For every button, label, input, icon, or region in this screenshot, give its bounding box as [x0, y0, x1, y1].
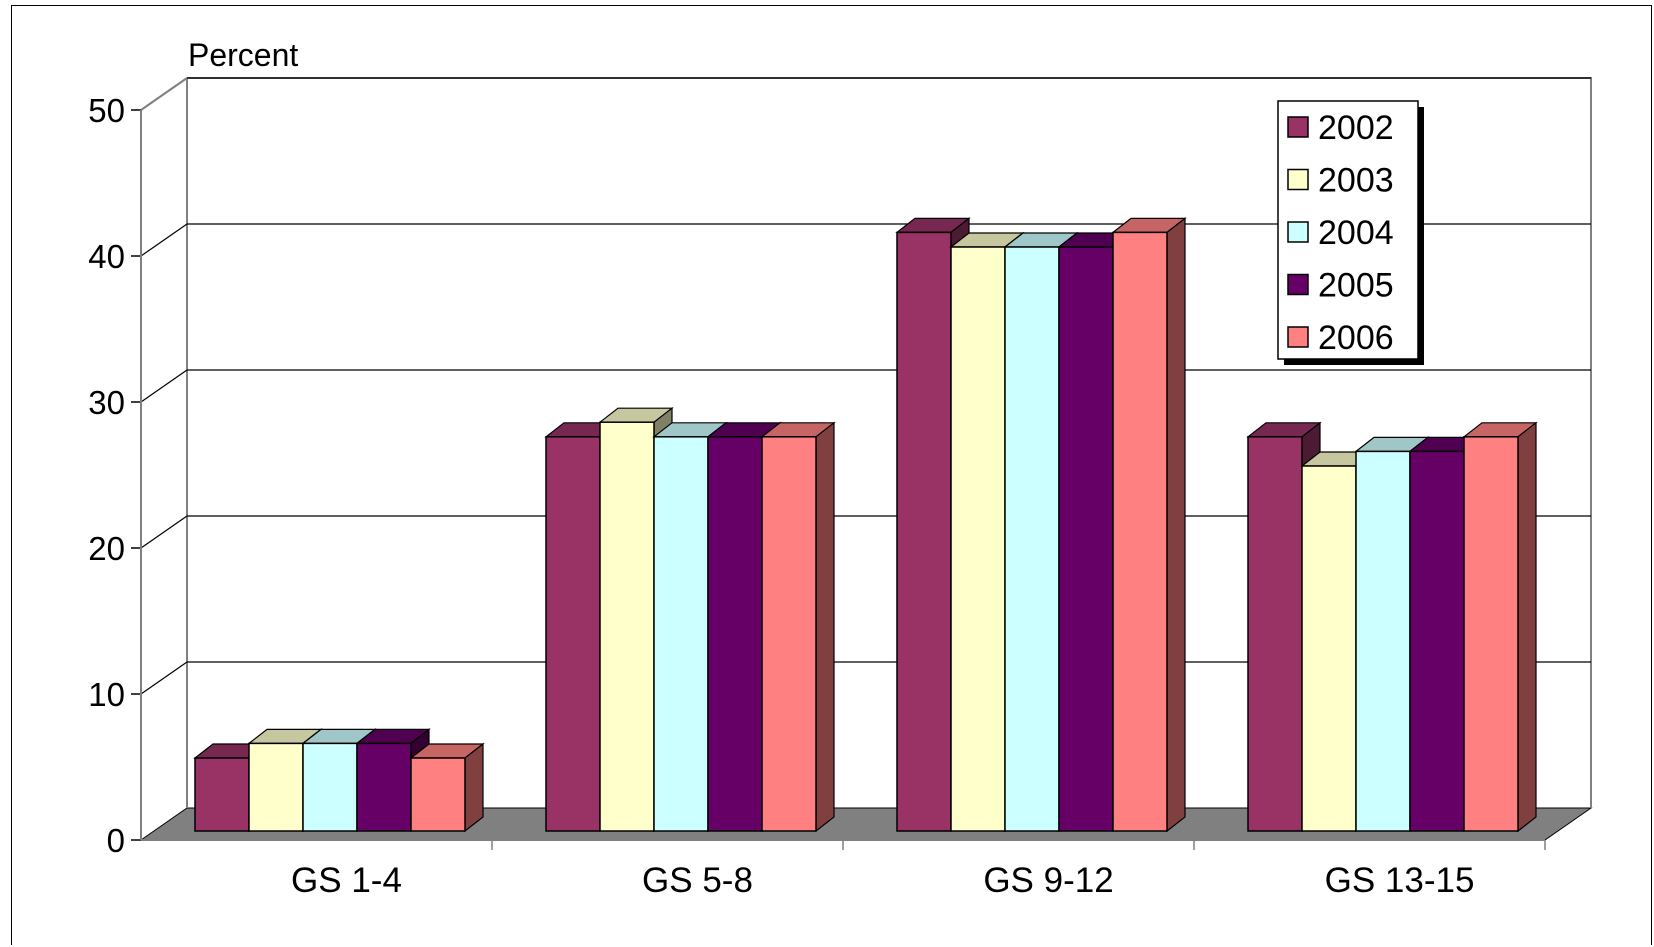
bar: [1462, 421, 1538, 833]
bars: [193, 217, 1538, 833]
bar-front-face: [410, 757, 466, 832]
legend-label: 2006: [1318, 319, 1394, 357]
bar-front-face: [761, 436, 817, 832]
x-tick-label: GS 1-4: [291, 861, 402, 900]
bar-front-face: [1058, 246, 1114, 832]
bar-front-face: [599, 421, 655, 832]
bar-side-face: [1517, 421, 1537, 833]
legend-swatch: [1287, 273, 1309, 296]
y-tick-label: 40: [88, 238, 125, 275]
bar-front-face: [896, 231, 952, 832]
y-tick-label: 30: [88, 384, 125, 421]
bar: [760, 421, 836, 833]
y-axis-title: Percent: [188, 37, 298, 73]
bar: [409, 742, 485, 833]
legend-swatch: [1287, 116, 1309, 138]
bar-front-face: [194, 757, 250, 832]
bar-front-face: [545, 436, 601, 832]
legend-label: 2002: [1318, 109, 1394, 147]
bar-front-face: [1247, 436, 1303, 832]
bar-side-face: [815, 421, 835, 833]
bar: [1246, 421, 1322, 833]
y-tick-label: 0: [107, 822, 125, 859]
legend: 2002 2003 2004 2005 2006: [1277, 100, 1424, 365]
gridline-side: [140, 369, 188, 403]
y-tick-label: 10: [88, 676, 125, 713]
legend-swatch: [1287, 168, 1309, 191]
chart-frame: [11, 5, 1652, 945]
x-tick-label: GS 9-12: [983, 861, 1113, 900]
bar-front-face: [950, 246, 1006, 832]
gridline-side: [140, 661, 188, 695]
axis-labels: Percent GS 1-4 GS 5-8 GS 9-12 GS 13-15: [188, 37, 1474, 900]
legend-label: 2003: [1318, 162, 1394, 200]
y-axis-top-edge: [140, 77, 188, 111]
bar-front-face: [1112, 231, 1168, 832]
legend-label: 2004: [1318, 214, 1394, 252]
bar-front-face: [1355, 450, 1411, 832]
legend-swatch: [1287, 221, 1309, 243]
axes: 0 10 20 30 40 50: [88, 77, 1546, 859]
bar-front-face: [302, 742, 358, 832]
bar-front-face: [1004, 246, 1060, 832]
x-tick-label: GS 13-15: [1325, 861, 1475, 900]
y-tick-label: 50: [88, 92, 125, 129]
legend-label: 2005: [1318, 267, 1394, 305]
gridline-side: [140, 515, 188, 549]
x-tick-label: GS 5-8: [642, 861, 753, 900]
bar-front-face: [248, 742, 304, 832]
bar-front-face: [653, 436, 709, 832]
legend-swatch: [1287, 326, 1309, 348]
bar-front-face: [1409, 450, 1465, 832]
bar-side-face: [1166, 217, 1186, 833]
bar-side-face: [464, 742, 484, 833]
gridline-side: [140, 223, 188, 257]
bar-front-face: [1301, 465, 1357, 832]
y-tick-label: 20: [88, 530, 125, 567]
bar-front-face: [1463, 436, 1519, 832]
bar-front-face: [707, 436, 763, 832]
bar: [1111, 217, 1187, 833]
bar-front-face: [356, 742, 412, 832]
